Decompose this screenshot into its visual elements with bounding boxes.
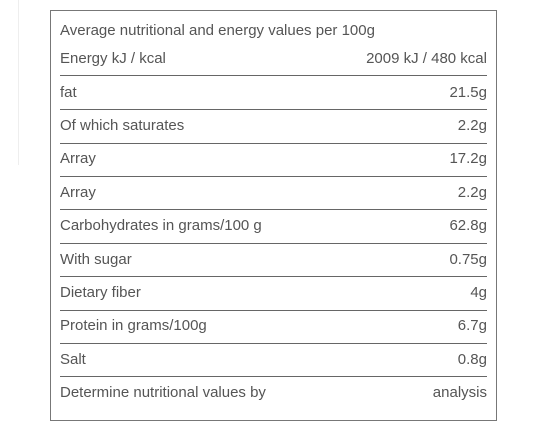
row-value: 2009 kJ / 480 kcal — [366, 50, 487, 67]
row-value: 0.75g — [449, 250, 487, 268]
row-label: fat — [60, 83, 77, 101]
row-label: Array — [60, 150, 96, 168]
row-value: 2.2g — [457, 116, 487, 134]
row-label: Energy kJ / kcal — [60, 50, 166, 67]
row-label: Array — [60, 183, 96, 201]
row-separator — [60, 209, 487, 210]
row-value: 0.8g — [457, 350, 487, 368]
row-separator — [60, 243, 487, 244]
row-value: 17.2g — [449, 150, 487, 168]
divider — [18, 0, 19, 165]
row-separator — [60, 176, 487, 177]
row-separator — [60, 343, 487, 344]
row-label: Protein in grams/100g — [60, 317, 207, 335]
row-label: Of which saturates — [60, 116, 185, 134]
row-label: Salt — [60, 350, 86, 368]
row-separator — [60, 109, 487, 110]
row-value: 6.7g — [457, 317, 487, 335]
row-value: 21.5g — [449, 83, 487, 101]
row-value: analysis — [432, 384, 487, 402]
table-title: Average nutritional and energy values pe… — [60, 22, 375, 39]
nutrition-table: Average nutritional and energy values pe… — [50, 10, 497, 421]
row-separator — [60, 75, 487, 76]
row-value: 4g — [470, 283, 487, 301]
row-label: With sugar — [60, 250, 132, 268]
row-separator — [60, 310, 487, 311]
row-label: Determine nutritional values by — [60, 384, 266, 402]
row-label: Dietary fiber — [60, 283, 141, 301]
row-separator — [60, 143, 487, 144]
row-separator — [60, 276, 487, 277]
row-value: 62.8g — [449, 217, 487, 235]
row-separator — [60, 376, 487, 377]
row-value: 2.2g — [457, 183, 487, 201]
row-label: Carbohydrates in grams/100 g — [60, 217, 262, 235]
